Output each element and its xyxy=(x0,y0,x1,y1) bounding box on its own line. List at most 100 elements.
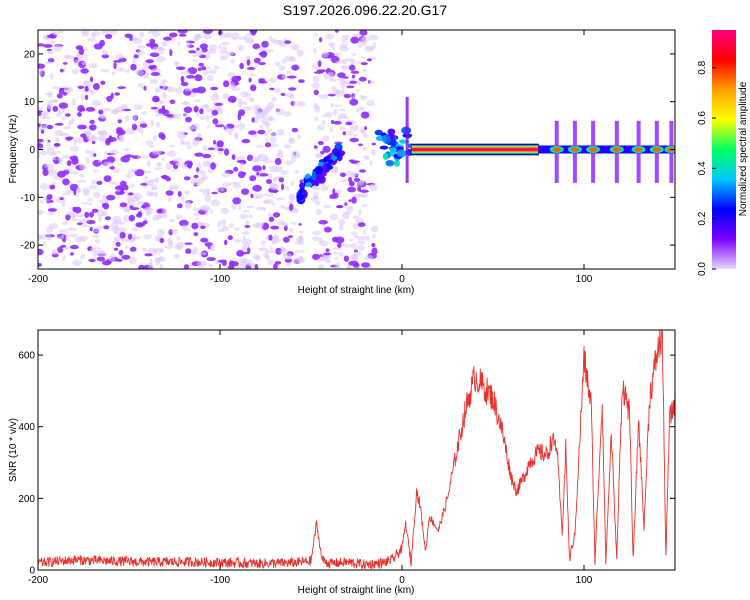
spectrogram-blob xyxy=(186,75,196,79)
spectrogram-blob xyxy=(138,127,144,134)
spectrogram-blob xyxy=(217,259,226,263)
spectrogram-blob xyxy=(335,236,345,244)
spectrogram-blob xyxy=(97,159,102,163)
spectrogram-blob xyxy=(155,113,165,117)
spectrogram-blob xyxy=(337,108,347,112)
spectrogram-blob xyxy=(183,106,193,114)
spectrogram-blob xyxy=(80,224,90,228)
spectrogram-blob xyxy=(196,182,201,186)
spectrogram-blob xyxy=(197,162,202,170)
spectrogram-blob xyxy=(278,177,285,183)
spectrogram-blob xyxy=(38,107,44,110)
spectrogram-blob xyxy=(350,161,358,164)
spectrogram-blob xyxy=(298,223,302,226)
spectrogram-blob xyxy=(341,65,347,69)
spectrogram-blob xyxy=(176,203,183,209)
spectrogram-blob xyxy=(166,114,174,117)
spectrogram-blob xyxy=(108,255,116,262)
spectrogram-blob xyxy=(361,111,370,119)
spectrogram-blob xyxy=(94,239,101,244)
spectrogram-blob xyxy=(185,41,191,48)
spectrogram-blob xyxy=(336,261,341,268)
spectrogram-blob xyxy=(333,151,342,157)
spectrogram-blob xyxy=(72,98,76,106)
spectrogram-blob xyxy=(291,64,300,71)
spectrogram-blob xyxy=(372,234,376,239)
spectrogram-blob xyxy=(247,97,255,101)
spectrogram-blob xyxy=(129,207,140,211)
spectrogram-blob xyxy=(128,214,135,222)
spectrogram-blob xyxy=(81,61,87,66)
spectrogram-blob xyxy=(98,251,107,258)
spectrogram-blob xyxy=(132,236,142,240)
spectrogram-blob xyxy=(115,106,125,113)
spectrogram-blob xyxy=(356,236,364,241)
spectrogram-blob xyxy=(366,99,376,106)
spectrogram-blob xyxy=(249,175,257,182)
spectrogram-blob xyxy=(69,183,79,192)
spectrogram-blob xyxy=(357,41,363,48)
y-tick-label: 400 xyxy=(18,422,35,433)
spectrogram-blob xyxy=(106,194,116,201)
spectrogram-blob xyxy=(161,92,166,99)
spectrogram-blob xyxy=(393,160,400,167)
spectrogram-blob xyxy=(142,247,148,252)
spectrogram-blob xyxy=(93,191,101,199)
spectrogram-blob xyxy=(104,216,111,221)
spectrogram-blob xyxy=(129,246,137,252)
spectrogram-blob xyxy=(257,154,262,159)
spectrogram-blob xyxy=(104,150,108,155)
spectrogram-blob xyxy=(283,236,290,243)
spectrogram-blob xyxy=(85,107,96,112)
spectrogram-blob xyxy=(137,154,141,161)
spectrogram-blob xyxy=(281,73,286,79)
spectrogram-blob xyxy=(325,248,330,252)
spectrogram-blob xyxy=(157,100,165,105)
spectrogram-blob xyxy=(50,99,58,103)
spectrogram-blob xyxy=(159,237,165,244)
spectrogram-blob xyxy=(133,104,143,110)
spectrogram-blob xyxy=(63,86,74,93)
spectrogram-blob xyxy=(192,138,200,143)
spectrogram-blob xyxy=(203,32,212,40)
spectrogram-blob xyxy=(188,50,197,54)
spectrogram-blob xyxy=(195,217,199,220)
spectrogram-blob xyxy=(262,165,266,171)
spectrogram-blob xyxy=(66,211,71,216)
spectrogram-blob xyxy=(159,51,165,55)
spectrogram-blob xyxy=(330,167,339,175)
spectrogram-blob xyxy=(350,36,360,44)
spectrogram-spike xyxy=(405,96,409,183)
spectrogram-blob xyxy=(329,78,337,82)
spectrogram-blob xyxy=(171,168,177,172)
spectrogram-blob xyxy=(176,241,185,249)
spectrogram-blob xyxy=(214,102,223,106)
spectrogram-blob xyxy=(108,181,118,185)
spectrogram-blob xyxy=(114,92,121,96)
spectrogram-blob xyxy=(331,120,335,124)
spectrogram-blob xyxy=(269,132,277,137)
spectrogram-blob xyxy=(271,202,276,206)
spectrogram-blob xyxy=(93,169,99,173)
spectrogram-blob xyxy=(305,181,313,188)
spectrogram-blob xyxy=(291,155,297,163)
spectrogram-blob xyxy=(312,253,321,261)
spectrogram-blob xyxy=(349,180,355,187)
spectrogram-blob xyxy=(198,62,204,67)
spectrogram-blob xyxy=(76,187,81,193)
spectrogram-blob xyxy=(241,138,251,144)
spectrogram-blob xyxy=(164,245,174,249)
spectrogram-blob xyxy=(77,85,85,90)
spectrogram-blob xyxy=(296,49,304,57)
spectrogram-blob xyxy=(220,207,229,215)
spectrogram-blob xyxy=(96,180,103,185)
spectrogram-blob xyxy=(131,238,136,243)
spectrogram-blob xyxy=(266,129,272,133)
spectrogram-blob xyxy=(147,248,157,254)
spectrogram-blob xyxy=(352,215,360,219)
spectrogram-blob xyxy=(117,86,126,89)
spectrogram-blob xyxy=(612,147,621,152)
spectrogram-blob xyxy=(68,233,78,238)
spectrogram-blob xyxy=(357,79,361,87)
spectrogram-blob xyxy=(163,36,172,41)
